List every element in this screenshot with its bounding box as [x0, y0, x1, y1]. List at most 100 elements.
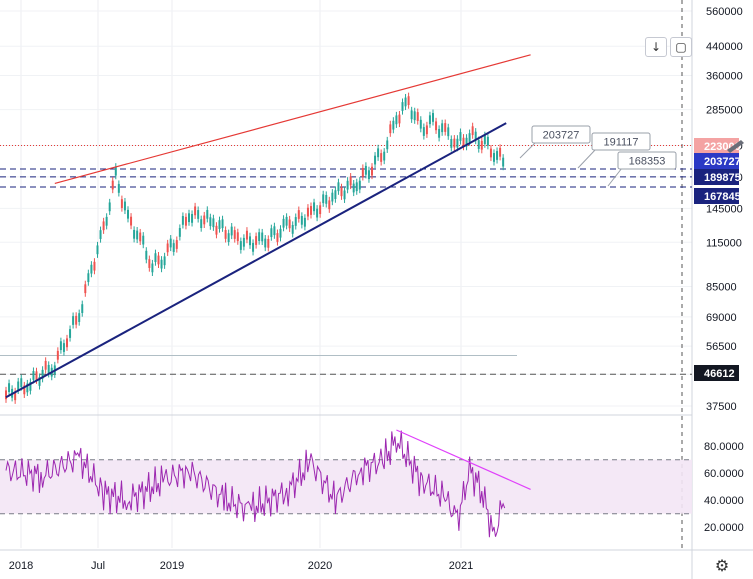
candle-body [218, 220, 221, 229]
candle-body [148, 259, 151, 268]
rsi-trendline[interactable] [396, 429, 531, 490]
candle-body [261, 232, 264, 242]
settings-button[interactable]: ⚙ [712, 556, 732, 576]
candle-body [191, 214, 194, 223]
candle-body [313, 202, 316, 212]
candle-body [279, 228, 282, 238]
candle-body [340, 187, 343, 197]
candle-body [267, 238, 270, 248]
price-badge [694, 153, 739, 169]
candle-body [23, 385, 26, 395]
price-tick-label: 69000 [706, 312, 737, 324]
time-tick-label: 2019 [160, 560, 184, 572]
rsi-tick-label: 60.0000 [704, 468, 744, 480]
candle-body [480, 140, 483, 150]
trendline-lower-support[interactable] [5, 122, 507, 399]
candle-body [41, 369, 44, 379]
candle-body [435, 121, 438, 131]
candle-body [444, 123, 447, 132]
candle-body [78, 313, 81, 322]
candle-body [249, 236, 251, 246]
candle-body [285, 216, 288, 226]
candle-body [35, 371, 38, 381]
candle-body [151, 263, 154, 273]
candle-body [294, 217, 297, 226]
candle-body [114, 166, 117, 176]
candle-body [154, 253, 157, 263]
candle-body [483, 135, 486, 145]
candle-body [389, 124, 392, 134]
candle-body [425, 125, 428, 135]
candle-body [69, 329, 72, 338]
candle-body [38, 377, 41, 386]
callout-box[interactable] [591, 132, 651, 151]
candle-body [331, 192, 334, 202]
candle-body [447, 127, 450, 137]
candle-body [136, 230, 139, 240]
candle-body [245, 230, 248, 240]
candle-body [145, 250, 148, 260]
candle-body [416, 112, 419, 121]
candle-body [239, 241, 242, 250]
pencil-icon[interactable] [727, 140, 744, 153]
candle-body [209, 217, 212, 227]
candle-body [8, 383, 11, 393]
rsi-tick-label: 80.0000 [704, 441, 744, 453]
candle-body [81, 304, 84, 313]
time-tick-label: 2018 [9, 560, 33, 572]
candle-body [188, 213, 190, 223]
auto-scale-button[interactable]: ▢ [670, 37, 692, 57]
candle-body [200, 219, 203, 228]
price-tick-label: 560000 [706, 6, 743, 18]
candle-body [66, 338, 68, 348]
candle-body [236, 232, 239, 242]
candle-body [93, 261, 96, 271]
candle-body [139, 232, 142, 242]
candle-body [227, 233, 230, 242]
candle-body [322, 194, 325, 204]
time-tick-label: 2020 [308, 560, 332, 572]
candle-body [352, 183, 355, 193]
candle-body [383, 151, 386, 161]
candle-body [20, 378, 23, 388]
candle-body [242, 237, 245, 247]
auto-scale-icon: ▢ [675, 40, 687, 54]
candle-body [456, 138, 459, 148]
price-badge-label: 189875 [704, 172, 741, 184]
candle-body [319, 205, 322, 215]
candle-body [133, 229, 136, 239]
scale-down-button[interactable]: ↓ [645, 37, 667, 57]
candle-body [90, 264, 93, 274]
candle-body [496, 151, 499, 160]
price-tick-label: 37500 [706, 401, 737, 413]
candle-body [264, 238, 267, 248]
candle-body [282, 218, 285, 228]
trendline-upper-resistance[interactable] [54, 54, 531, 185]
candle-body [87, 273, 90, 283]
candle-body [337, 182, 340, 192]
candle-body [493, 153, 495, 162]
candle-body [270, 228, 273, 238]
candle-body [215, 225, 218, 235]
candle-body [410, 110, 413, 120]
callout-label: 203727 [543, 130, 580, 142]
callout-box[interactable] [531, 125, 591, 144]
candle-body [212, 218, 215, 228]
price-tick-label: 145000 [706, 203, 743, 215]
candle-body [14, 391, 17, 401]
candle-body [346, 180, 349, 190]
candle-body [56, 350, 59, 360]
callout-box[interactable] [617, 151, 677, 170]
candle-body [386, 140, 389, 150]
candle-body [477, 140, 480, 149]
price-tick-label: 85000 [706, 281, 737, 293]
candle-body [120, 199, 123, 208]
candle-body [468, 133, 471, 142]
price-badge [694, 365, 739, 381]
candle-body [169, 238, 172, 248]
rsi-tick-label: 20.0000 [704, 522, 744, 534]
candle-body [441, 123, 444, 133]
candle-body [47, 364, 50, 374]
candle-body [29, 381, 32, 391]
